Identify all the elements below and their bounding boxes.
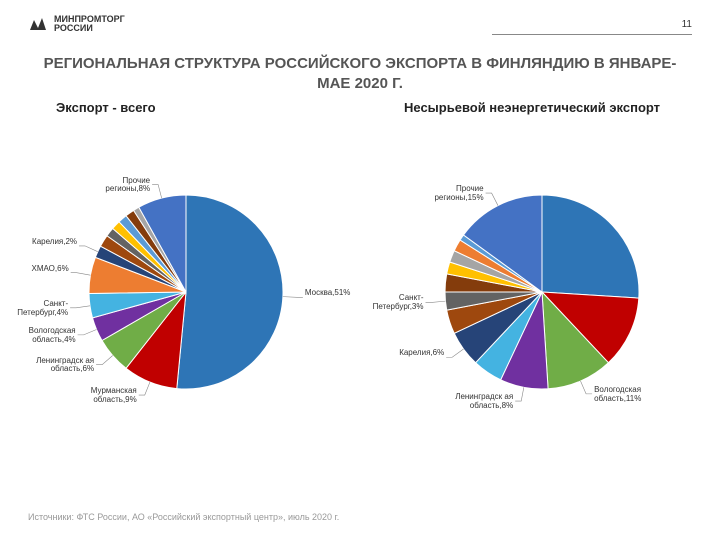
page-title: РЕГИОНАЛЬНАЯ СТРУКТУРА РОССИЙСКОГО ЭКСПО… <box>0 40 720 101</box>
source-text: Источники: ФТС России, АО «Российский эк… <box>28 512 339 522</box>
logo: МИНПРОМТОРГ РОССИИ <box>28 14 125 34</box>
charts-row: Экспорт - всего Москва,51%Мурманская обл… <box>0 101 720 437</box>
chart-left: Экспорт - всего Москва,51%Мурманская обл… <box>16 101 356 437</box>
logo-line2: РОССИИ <box>54 24 125 33</box>
pie-left: Москва,51%Мурманская область,9%Ленинград… <box>16 137 356 437</box>
pie-right: Мурманская область26%Москва12%Вологодска… <box>364 137 704 437</box>
logo-icon <box>28 14 48 34</box>
pie-slice <box>177 195 283 389</box>
chart-right-title: Несырьевой неэнергетический экспорт <box>364 101 704 133</box>
logo-text: МИНПРОМТОРГ РОССИИ <box>54 15 125 34</box>
chart-right: Несырьевой неэнергетический экспорт Мурм… <box>364 101 704 437</box>
page-number: 11 <box>682 19 692 30</box>
chart-left-title: Экспорт - всего <box>16 101 356 133</box>
pie-slice <box>542 195 639 298</box>
header-rule <box>492 34 692 35</box>
